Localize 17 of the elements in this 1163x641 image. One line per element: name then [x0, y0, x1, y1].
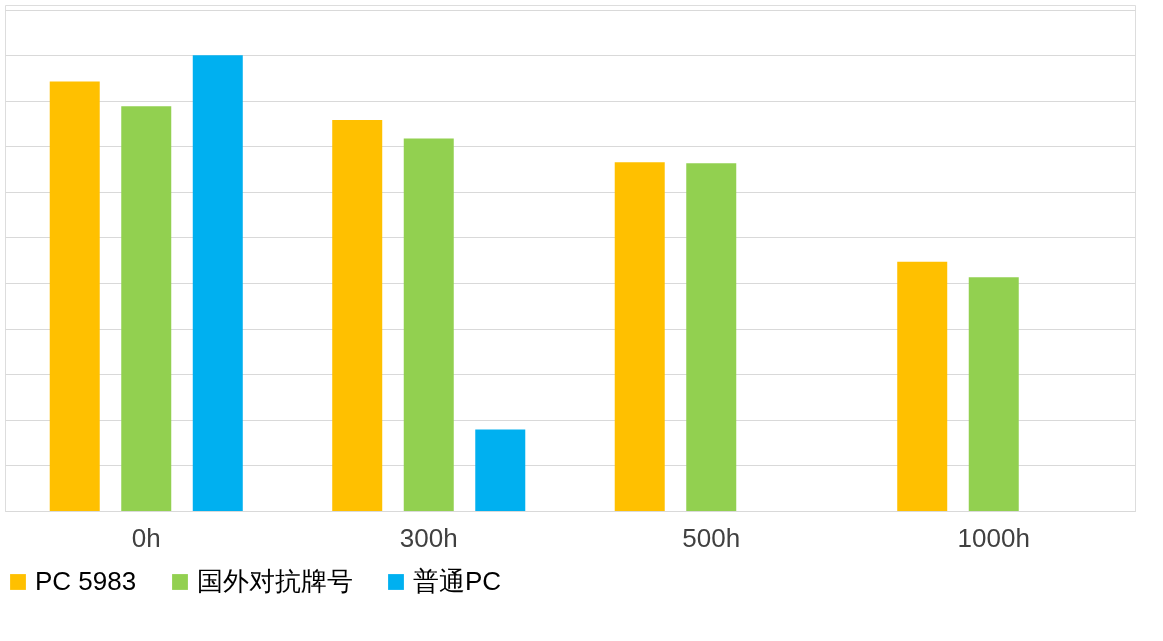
legend-label: PC 5983 [35, 566, 137, 596]
legend-label: 国外对抗牌号 [197, 566, 353, 596]
bar [192, 55, 243, 511]
x-tick-label: 0h [131, 522, 161, 553]
bar [897, 261, 948, 511]
legend-label: 普通PC [413, 566, 502, 596]
x-tick-label: 1000h [957, 522, 1030, 553]
bar [49, 81, 100, 511]
bar [686, 163, 737, 511]
bar [332, 119, 383, 511]
bar [403, 138, 454, 511]
bar [121, 106, 172, 511]
x-tick-label: 300h [399, 522, 458, 553]
x-tick-label: 500h [682, 522, 741, 553]
bar [968, 277, 1019, 511]
bar [614, 162, 665, 511]
bar [475, 429, 526, 511]
